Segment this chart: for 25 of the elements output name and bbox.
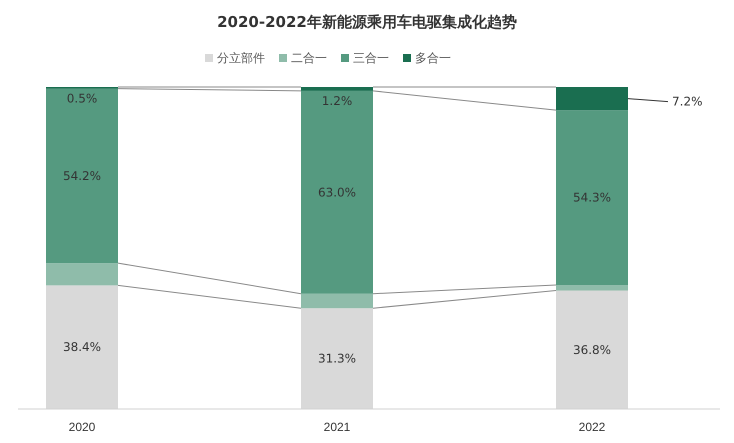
x-tick-label: 2020 (68, 420, 96, 434)
legend-label: 分立部件 (217, 51, 265, 65)
x-tick-label: 2022 (578, 420, 606, 434)
data-label: 38.4% (62, 340, 102, 354)
data-label: 7.2% (672, 94, 702, 109)
bar (301, 87, 373, 91)
data-label: 31.3% (318, 352, 356, 366)
data-label: 0.5% (66, 92, 98, 106)
x-tick-label: 2021 (324, 420, 351, 434)
legend-label: 多合一 (415, 51, 451, 65)
data-label: 1.2% (322, 94, 352, 108)
bar (301, 294, 373, 308)
legend-label: 二合一 (291, 51, 327, 65)
data-label: 54.3% (572, 190, 612, 205)
bar (556, 110, 628, 286)
bar (301, 90, 373, 294)
data-label: 63.0% (318, 185, 356, 200)
bar (46, 263, 118, 286)
data-label: 36.8% (572, 342, 612, 357)
bar (556, 285, 628, 291)
legend-label: 三合一 (353, 51, 389, 65)
bar (46, 88, 118, 264)
data-label: 54.2% (62, 168, 102, 183)
bar (556, 87, 628, 110)
chart-title: 2020-2022年新能源乘用车电驱集成化趋势 (217, 13, 517, 31)
